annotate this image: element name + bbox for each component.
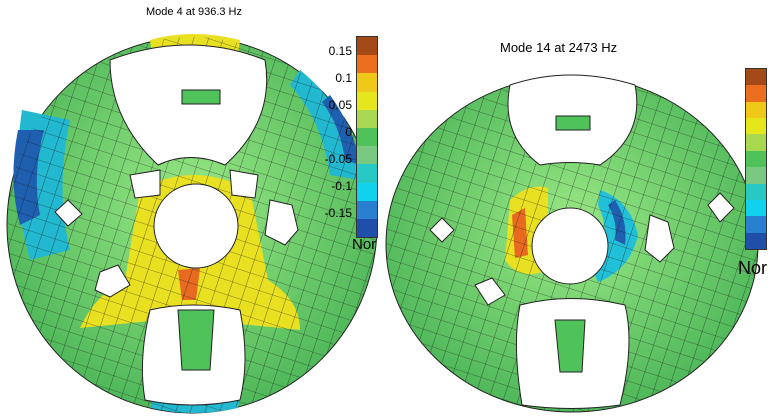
- mode14-center-hole: [531, 207, 609, 285]
- colorbar-tick-label: 0.15: [328, 44, 352, 58]
- mode14-hole-ll: [474, 277, 506, 306]
- colorbar-2: [745, 68, 767, 250]
- colorbar-segment: [746, 216, 766, 233]
- colorbar-tick-label: -0.15: [324, 206, 352, 220]
- plot-2-mesh: [385, 74, 759, 413]
- hole-ll: [94, 264, 131, 298]
- mode14-hole-far-right: [707, 192, 735, 223]
- colorbar-segment: [357, 109, 377, 128]
- colorbar-segment: [746, 118, 766, 135]
- hole-left: [54, 199, 83, 227]
- mode14-top-tab: [555, 115, 591, 131]
- colorbar-segment: [746, 85, 766, 102]
- colorbar-tick-label: 0: [345, 125, 352, 139]
- colorbar-1: [356, 36, 378, 238]
- colorbar-tick-label: -0.05: [324, 152, 352, 166]
- mode14-bottom-tab: [554, 319, 586, 373]
- colorbar-segment: [746, 69, 766, 86]
- plot-1-mesh: [6, 34, 378, 414]
- colorbar-segment: [357, 218, 377, 238]
- colorbar-segment: [357, 200, 377, 219]
- plot-2-title: Mode 14 at 2473 Hz: [500, 40, 618, 55]
- colorbar-segment: [357, 91, 377, 110]
- colorbar-segment: [357, 182, 377, 201]
- colorbar-tick-label: -0.1: [331, 179, 352, 193]
- colorbar-1-label: Nor: [352, 236, 377, 253]
- bottom-tab: [177, 309, 215, 371]
- colorbar-segment: [357, 73, 377, 92]
- hole-ul: [129, 169, 161, 199]
- colorbar-tick-label: 0.1: [335, 71, 352, 85]
- mode14-hole-right: [644, 214, 675, 263]
- colorbar-segment: [746, 199, 766, 217]
- colorbar-segment: [357, 37, 377, 56]
- colorbar-segment: [746, 167, 766, 184]
- colorbar-2-label: Nor: [738, 258, 768, 278]
- plot-1-title: Mode 4 at 936.3 Hz: [146, 6, 243, 18]
- colorbar-segment: [357, 55, 377, 74]
- colorbar-segment: [357, 127, 377, 147]
- top-hole: [109, 44, 268, 166]
- hole-right: [264, 199, 299, 246]
- colorbar-segment: [357, 146, 377, 165]
- hole-ur: [229, 169, 259, 199]
- colorbar-segment: [746, 232, 766, 249]
- colorbar-segment: [746, 183, 766, 200]
- colorbar-segment: [746, 150, 766, 168]
- mode14-hole-left: [429, 217, 455, 243]
- colorbar-segment: [357, 164, 377, 183]
- top-tab: [181, 89, 221, 105]
- colorbar-segment: [746, 134, 766, 151]
- center-hole: [153, 183, 239, 269]
- colorbar-tick-label: 0.05: [328, 98, 352, 112]
- colorbar-segment: [746, 101, 766, 119]
